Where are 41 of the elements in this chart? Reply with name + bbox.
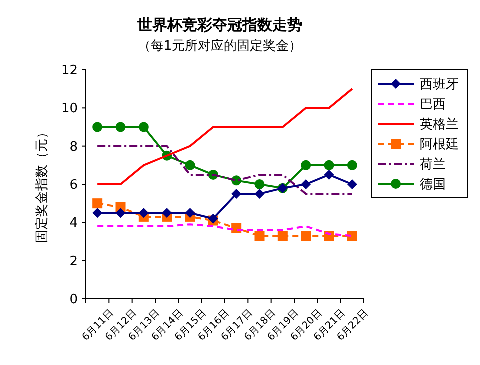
- point: [116, 122, 126, 132]
- point: [254, 180, 265, 190]
- point: [116, 208, 126, 218]
- point: [301, 180, 312, 190]
- line-series: [96, 145, 354, 196]
- point: [347, 180, 358, 190]
- point: [324, 170, 334, 180]
- legend-label: 西班牙: [420, 78, 459, 93]
- point: [138, 122, 149, 132]
- chart-subtitle: （每1元所对应的固定奖金）: [138, 38, 302, 54]
- point: [138, 208, 149, 218]
- point: [92, 208, 103, 218]
- legend-label: 荷兰: [420, 158, 446, 173]
- legend-label: 德国: [420, 178, 446, 193]
- point: [185, 160, 196, 170]
- y-tick-label: 0: [70, 292, 78, 308]
- point: [185, 208, 196, 218]
- point: [92, 122, 103, 132]
- point: [254, 189, 265, 200]
- point: [347, 160, 358, 170]
- legend-label: 巴西: [420, 98, 446, 113]
- legend-label: 英格兰: [420, 118, 459, 133]
- point: [301, 160, 312, 170]
- y-tick-label: 12: [61, 64, 78, 79]
- point: [92, 198, 103, 209]
- y-tick-label: 4: [70, 216, 78, 232]
- point: [347, 231, 358, 242]
- y-axis-title: 固定奖金指数（元）: [35, 126, 50, 243]
- y-tick-label: 10: [61, 102, 78, 117]
- point: [162, 208, 172, 218]
- point: [301, 231, 312, 242]
- point: [324, 160, 334, 170]
- y-tick-label: 2: [70, 254, 78, 270]
- point: [278, 231, 288, 242]
- y-tick-label: 6: [70, 178, 78, 194]
- line-series: [96, 88, 354, 186]
- chart-title: 世界杯竞彩夺冠指数走势: [136, 16, 302, 34]
- legend-label: 阿根廷: [420, 138, 459, 153]
- point: [232, 189, 242, 200]
- y-tick-label: 8: [70, 140, 78, 155]
- point: [254, 231, 265, 242]
